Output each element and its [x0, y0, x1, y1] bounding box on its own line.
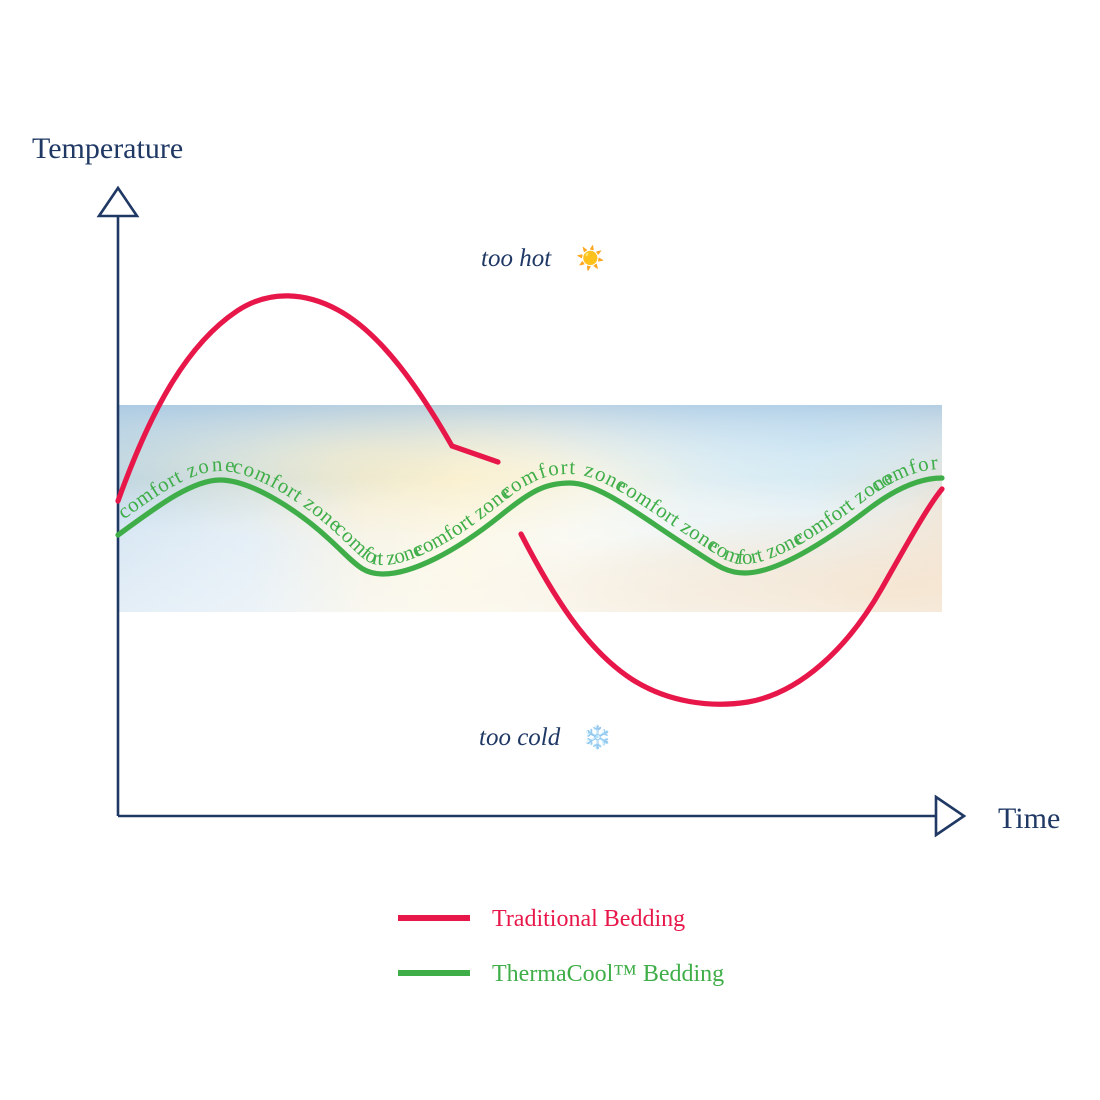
y-axis-label: Temperature	[32, 132, 183, 165]
traditional-bedding-curve-segment-1	[115, 293, 501, 504]
legend-label-traditional: Traditional Bedding	[492, 906, 685, 932]
snowflake-icon: ❄️	[583, 724, 612, 751]
series-traditional-bedding	[115, 293, 945, 707]
y-axis-arrowhead	[96, 185, 140, 218]
comfort-zone-band	[118, 405, 942, 612]
comfort-band-vertical-fade	[118, 405, 942, 612]
legend-label-thermacool: ThermaCool™ Bedding	[492, 961, 724, 987]
traditional-bedding-curve-segment-2	[518, 486, 945, 707]
axes	[96, 185, 967, 838]
x-axis-label: Time	[998, 802, 1060, 835]
thermacool-bedding-curve	[115, 475, 945, 577]
legend-item-traditional[interactable]: Traditional Bedding	[398, 906, 685, 932]
too-hot-label: too hot	[481, 245, 552, 272]
legend: Traditional Bedding ThermaCool™ Bedding	[398, 906, 724, 987]
series-thermacool-bedding	[115, 475, 945, 577]
too-cold-annotation: too cold ❄️	[479, 724, 612, 751]
x-axis-arrowhead	[934, 794, 967, 838]
too-cold-label: too cold	[479, 724, 561, 751]
sun-icon: ☀️	[576, 244, 605, 272]
legend-item-thermacool[interactable]: ThermaCool™ Bedding	[398, 961, 724, 987]
too-hot-annotation: too hot ☀️	[481, 244, 605, 272]
